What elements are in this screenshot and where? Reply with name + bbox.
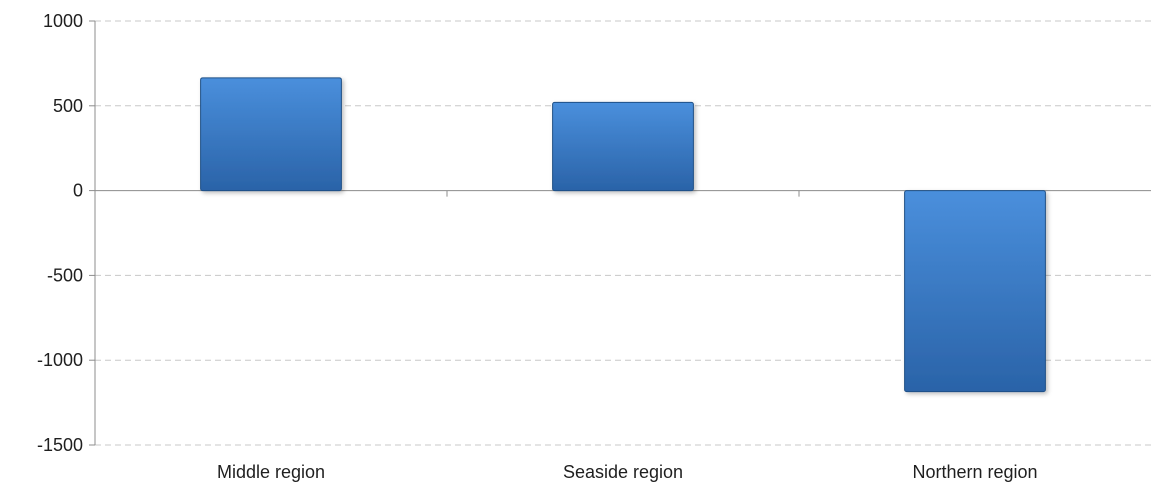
- y-tick-label: -1000: [37, 350, 83, 370]
- bar-middle-region: [200, 77, 342, 192]
- bar-northern-region: [904, 190, 1046, 393]
- y-tick-label: -1500: [37, 435, 83, 455]
- x-category-label: Seaside region: [563, 462, 683, 482]
- y-tick-label: 1000: [43, 11, 83, 31]
- y-tick-label: 0: [73, 181, 83, 201]
- axis-labels: 1000 500 0 -500 -1000 -1500 Middle region Seasi…: [37, 11, 1038, 482]
- y-tick-label: -500: [47, 265, 83, 285]
- x-category-label: Northern region: [912, 462, 1037, 482]
- y-tick-label: 500: [53, 96, 83, 116]
- x-category-label: Middle region: [217, 462, 325, 482]
- bars: [200, 77, 1046, 393]
- bar-seaside-region: [552, 101, 694, 192]
